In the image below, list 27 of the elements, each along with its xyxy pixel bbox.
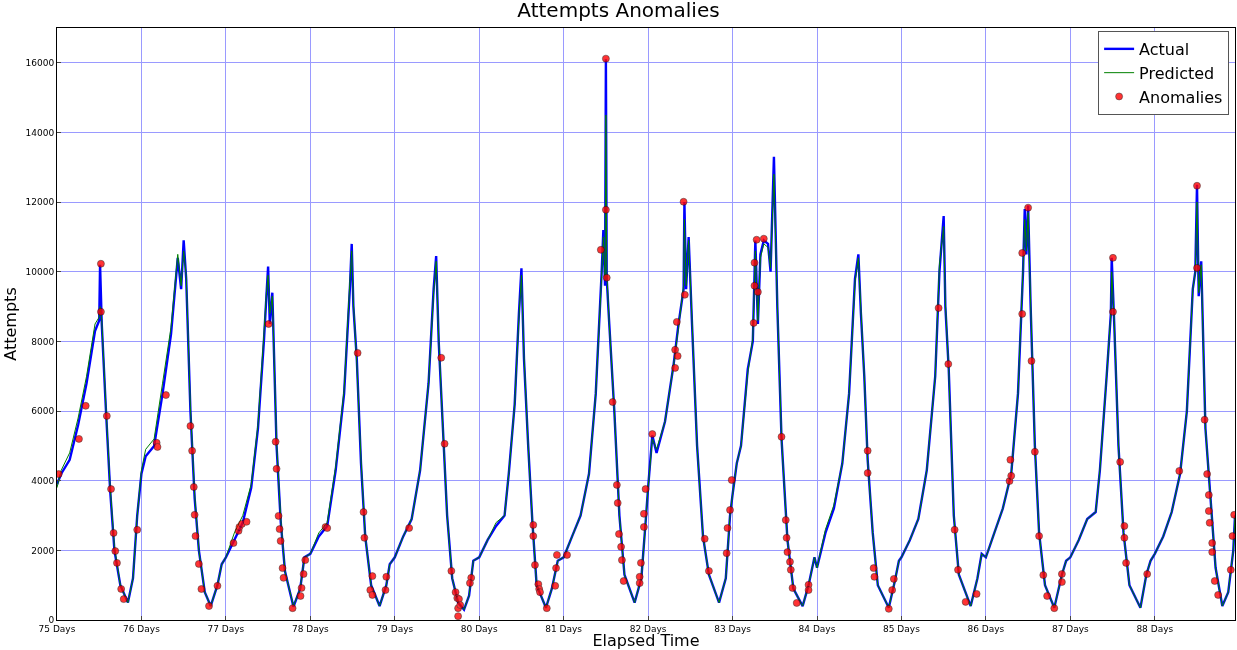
- y-tick-label: 12000: [25, 197, 55, 208]
- x-tick-label: 81 Days: [545, 623, 583, 634]
- y-axis-title: Attempts: [1, 287, 21, 361]
- x-tick-label: 86 Days: [967, 623, 1005, 634]
- y-tick-label: 14000: [25, 127, 55, 138]
- legend-label: Anomalies: [1139, 87, 1223, 107]
- x-tick-label: 83 Days: [714, 623, 752, 634]
- x-tick-label: 85 Days: [883, 623, 921, 634]
- legend-label: Actual: [1139, 40, 1190, 60]
- y-tick-label: 0: [48, 615, 55, 626]
- legend-label: Predicted: [1139, 63, 1215, 83]
- y-tick-label: 16000: [25, 57, 55, 68]
- y-tick-label: 6000: [31, 406, 55, 417]
- x-tick-label: 88 Days: [1136, 623, 1174, 634]
- y-tick-label: 8000: [31, 336, 55, 347]
- x-tick-label: 75 Days: [38, 623, 76, 634]
- x-tick-label: 78 Days: [291, 623, 330, 634]
- chart-title: Attempts Anomalies: [517, 0, 720, 23]
- x-tick-label: 76 Days: [123, 623, 161, 634]
- x-tick-label: 80 Days: [460, 623, 498, 634]
- x-tick-label: 79 Days: [376, 623, 414, 634]
- x-tick-label: 77 Days: [207, 623, 245, 634]
- y-tick-label: 10000: [25, 266, 55, 277]
- x-tick-label: 87 Days: [1051, 623, 1090, 634]
- x-tick-label: 84 Days: [798, 623, 836, 634]
- y-tick-label: 4000: [31, 475, 55, 486]
- y-tick-label: 2000: [31, 545, 55, 556]
